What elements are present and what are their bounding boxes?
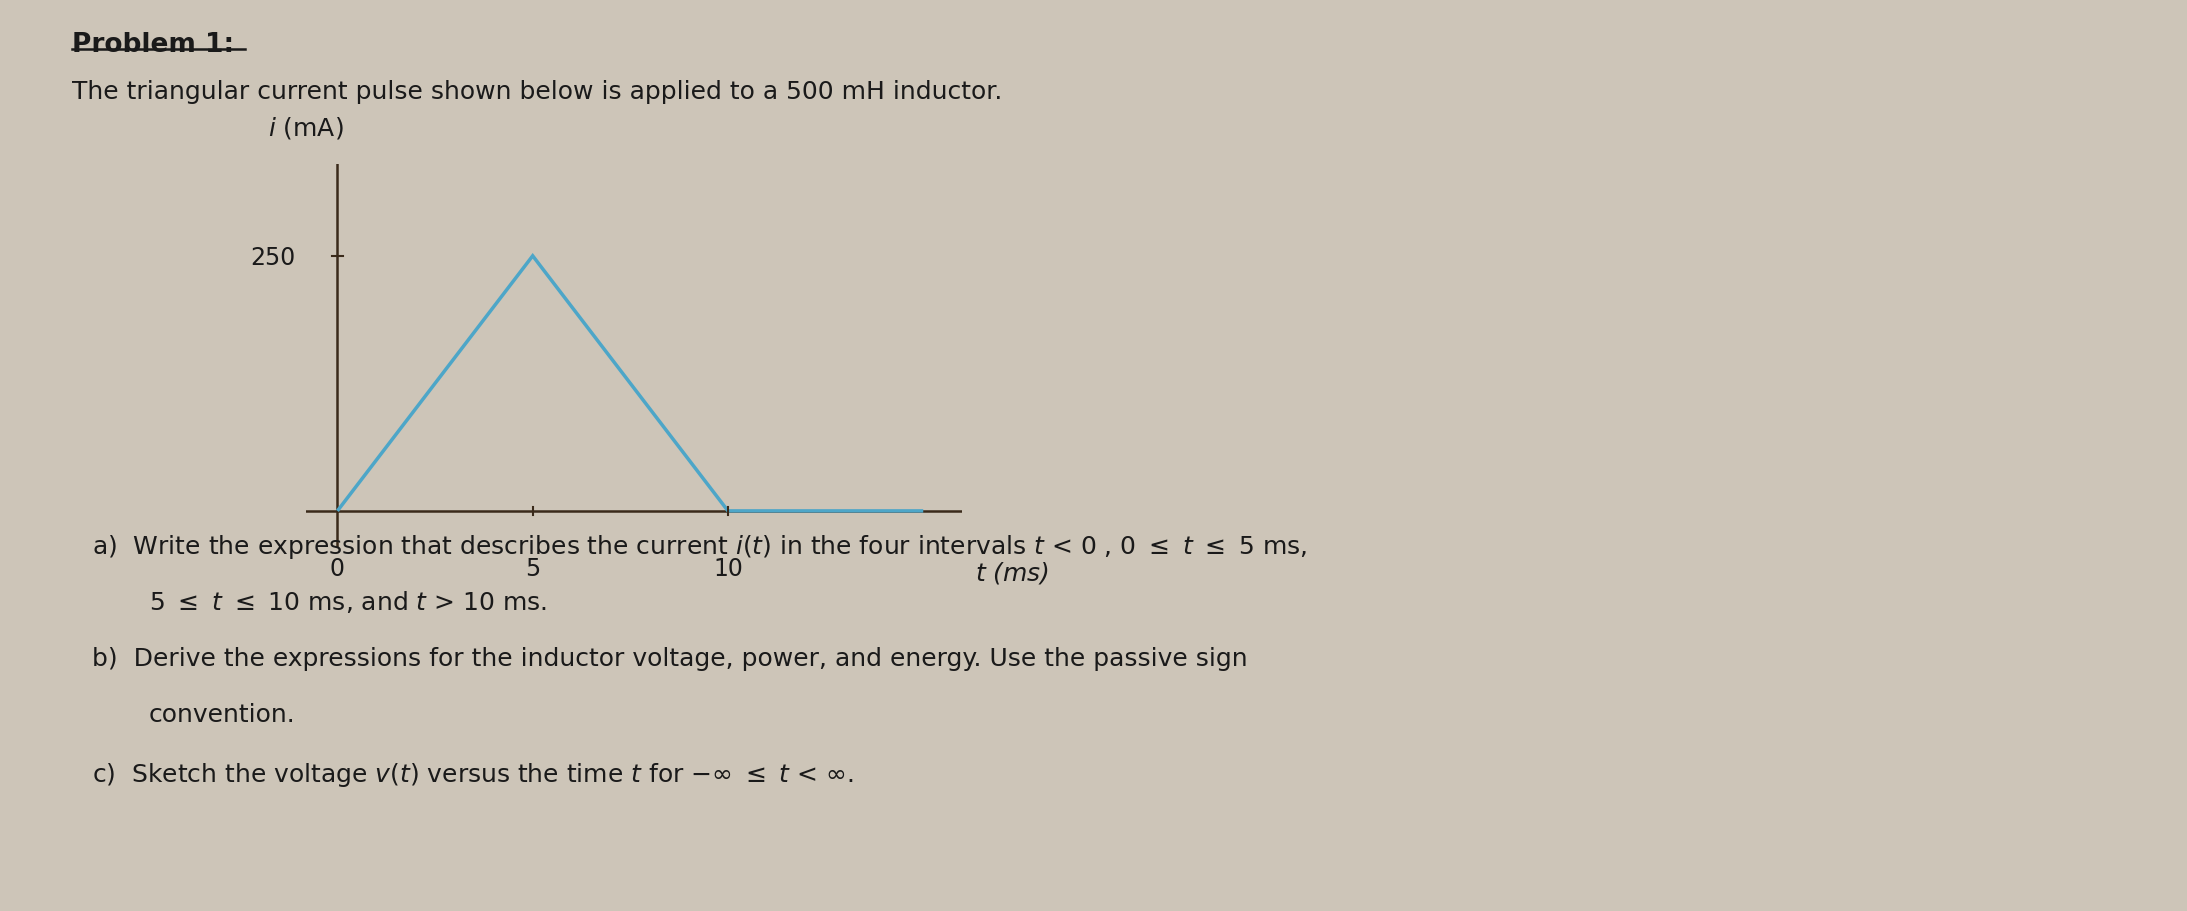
Text: convention.: convention.: [149, 703, 295, 727]
Text: The triangular current pulse shown below is applied to a 500 mH inductor.: The triangular current pulse shown below…: [72, 80, 1002, 104]
Text: 5 $\leq$ $t$ $\leq$ 10 ms, and $t$ > 10 ms.: 5 $\leq$ $t$ $\leq$ 10 ms, and $t$ > 10 …: [149, 589, 547, 616]
Text: Problem 1:: Problem 1:: [72, 32, 234, 58]
Text: c)  Sketch the voltage $v(t)$ versus the time $t$ for $-\infty$ $\leq$ $t$ < $\i: c) Sketch the voltage $v(t)$ versus the …: [92, 761, 853, 789]
Text: $i$ (mA): $i$ (mA): [269, 115, 343, 141]
Text: a)  Write the expression that describes the current $i(t)$ in the four intervals: a) Write the expression that describes t…: [92, 533, 1308, 561]
Text: $t$ (ms): $t$ (ms): [975, 560, 1050, 587]
Text: b)  Derive the expressions for the inductor voltage, power, and energy. Use the : b) Derive the expressions for the induct…: [92, 647, 1247, 670]
